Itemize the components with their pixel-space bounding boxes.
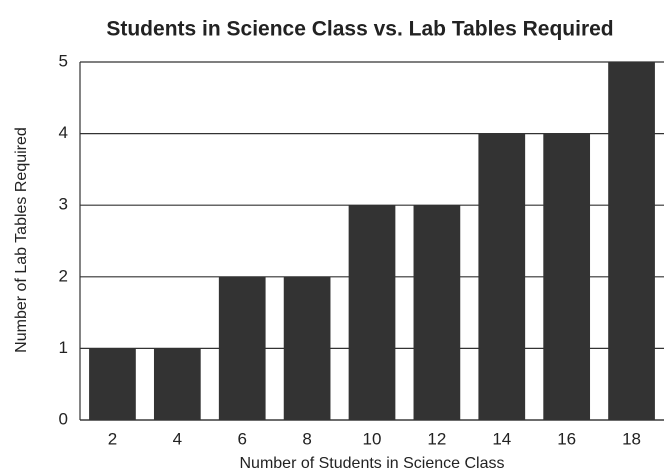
x-tick-label: 14 — [492, 429, 511, 448]
x-tick-label: 4 — [173, 429, 182, 448]
x-tick-label: 12 — [427, 429, 446, 448]
bar — [608, 62, 655, 420]
bar — [478, 133, 526, 420]
bar — [348, 205, 396, 420]
x-tick-label: 2 — [108, 429, 117, 448]
bar — [283, 276, 331, 420]
y-tick-label: 2 — [59, 266, 68, 285]
bar — [218, 276, 266, 420]
y-tick-label: 1 — [59, 338, 68, 357]
y-tick-label: 5 — [59, 51, 68, 70]
x-axis-label: Number of Students in Science Class — [239, 455, 504, 472]
y-tick-label: 4 — [59, 123, 68, 142]
bar — [153, 348, 201, 420]
y-axis-label: Number of Lab Tables Required — [13, 127, 30, 353]
x-tick-label: 10 — [363, 429, 382, 448]
x-tick-label: 16 — [557, 429, 576, 448]
y-tick-label: 3 — [59, 195, 68, 214]
chart-title: Students in Science Class vs. Lab Tables… — [106, 18, 613, 41]
x-tick-label: 8 — [302, 429, 311, 448]
y-tick-label: 0 — [59, 409, 68, 428]
bar — [89, 348, 136, 420]
x-tick-label: 18 — [622, 429, 641, 448]
bar — [543, 133, 591, 420]
x-tick-label: 6 — [237, 429, 246, 448]
bar — [413, 205, 461, 420]
